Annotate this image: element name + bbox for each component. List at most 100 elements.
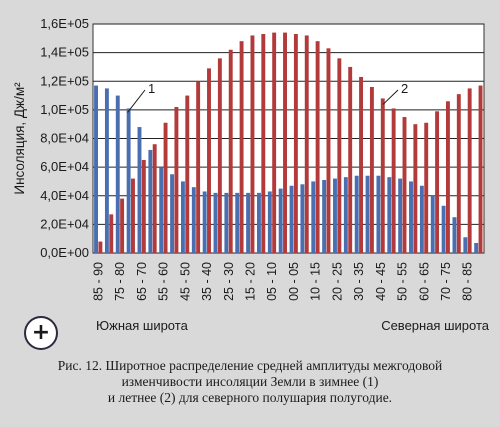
bar-series-1	[267, 191, 272, 253]
y-tick-label: 0,0E+00	[40, 245, 89, 260]
caption-line-3: и летнее (2) для северного полушария пол…	[107, 390, 393, 405]
bar-series-2	[239, 41, 244, 253]
x-tick-label: 35 - 40	[200, 262, 214, 301]
x-tick-label: 10 - 15	[309, 262, 323, 301]
bar-series-1	[170, 174, 175, 253]
bar-series-2	[283, 32, 287, 254]
bar-series-1	[289, 185, 294, 253]
bar-series-1	[126, 108, 131, 253]
bar-series-2	[326, 48, 331, 253]
bar-series-1	[343, 177, 348, 253]
bar-series-1	[235, 192, 240, 253]
x-tick-label: 50 - 55	[396, 262, 410, 301]
x-tick-label: 30 - 35	[352, 262, 366, 301]
bar-series-1	[191, 187, 196, 253]
bar-series-2	[109, 214, 114, 253]
x-tick-label: 40 - 45	[374, 262, 388, 301]
bar-series-2	[445, 101, 450, 253]
figure-caption: Рис. 12. Широтное распределение средней …	[0, 358, 500, 406]
bar-series-1	[452, 217, 457, 253]
bar-series-2	[196, 81, 201, 253]
x-tick-label: 60 - 65	[417, 262, 431, 301]
annotation-line-2	[382, 89, 399, 105]
bar-series-1	[148, 149, 153, 253]
y-tick-label: 1,4E+05	[40, 45, 89, 60]
bar-series-2	[293, 34, 298, 253]
bar-series-1	[94, 85, 98, 253]
bar-series-2	[163, 122, 168, 253]
y-tick-label: 1,6E+05	[40, 16, 89, 31]
bar-series-1	[463, 237, 468, 253]
x-tick-label: 55 - 60	[157, 262, 171, 301]
y-tick-label: 1,0E+05	[40, 102, 89, 117]
annotation-label-2: 2	[401, 81, 408, 96]
bar-series-1	[419, 185, 424, 253]
bar-series-1	[474, 242, 479, 253]
y-tick-label: 4,0E+04	[40, 188, 89, 203]
bar-series-2	[456, 94, 461, 253]
x-tick-label: 85 - 90	[91, 262, 105, 301]
bar-series-1	[333, 178, 337, 253]
x-tick-label: 20 - 25	[330, 262, 344, 301]
plus-icon[interactable]: +	[24, 316, 58, 350]
annotation-label-1: 1	[148, 81, 155, 96]
bar-series-2	[98, 241, 103, 253]
x-tick-label: 00 - 05	[287, 262, 301, 301]
x-tick-label: 15 - 20	[243, 262, 257, 301]
region-label-north: Северная широта	[381, 318, 490, 333]
bar-series-1	[441, 205, 446, 253]
bar-series-2	[359, 76, 364, 253]
bar-series-1	[224, 192, 229, 253]
caption-line-2: изменчивости инсоляции Земли в зимнее (1…	[121, 374, 379, 389]
bar-series-1	[180, 181, 185, 253]
bar-series-1	[246, 192, 251, 253]
bar-series-1	[115, 95, 120, 253]
caption-line-1: Рис. 12. Широтное распределение средней …	[57, 358, 443, 373]
bar-series-2	[337, 58, 342, 253]
bar-series-2	[478, 85, 483, 253]
y-tick-label: 6,0E+04	[40, 159, 89, 174]
bar-series-2	[272, 32, 277, 254]
bar-series-2	[141, 159, 146, 253]
bar-series-2	[174, 107, 179, 253]
x-tick-label: 80 - 85	[461, 262, 475, 301]
bar-series-1	[365, 175, 370, 253]
bar-series-1	[213, 192, 218, 253]
bar-series-2	[217, 58, 222, 253]
annotation-line-1	[127, 89, 146, 113]
bar-series-1	[322, 180, 327, 253]
bar-series-1	[137, 127, 142, 253]
bar-series-1	[202, 191, 207, 253]
bar-series-1	[104, 88, 109, 253]
chart: 0,0E+00 2,0E+04 4,0E+04 6,0E+04 8,0E+04 1,0E+…	[12, 16, 490, 333]
region-label-south: Южная широта	[96, 318, 189, 333]
bar-series-2	[402, 117, 407, 253]
bar-series-2	[315, 41, 320, 253]
bar-series-1	[159, 167, 164, 253]
bar-series-2	[391, 108, 396, 253]
bar-series-2	[435, 111, 440, 254]
bar-series-1	[300, 184, 305, 253]
bar-series-1	[257, 192, 261, 253]
bar-series-2	[152, 144, 157, 253]
y-tick-label: 1,2E+05	[40, 73, 89, 88]
bar-series-2	[380, 98, 385, 253]
bar-series-2	[304, 35, 309, 254]
y-axis-label: Инсоляция, Дж/м²	[12, 82, 27, 195]
bar-series-2	[413, 124, 418, 253]
bar-series-1	[387, 177, 392, 253]
bar-series-2	[228, 49, 233, 254]
bar-series-1	[311, 181, 316, 253]
bar-series-2	[131, 178, 135, 253]
bar-series-1	[278, 188, 283, 253]
x-tick-label: 25 - 30	[222, 262, 236, 301]
x-tick-label: 75 - 80	[113, 262, 127, 301]
bar-series-1	[376, 175, 381, 253]
bar-series-1	[430, 195, 435, 253]
x-tick-label: 45 - 50	[178, 262, 192, 301]
bar-series-2	[120, 198, 125, 253]
bar-series-2	[250, 35, 255, 254]
bar-series-2	[369, 86, 374, 253]
bar-series-2	[185, 95, 190, 253]
